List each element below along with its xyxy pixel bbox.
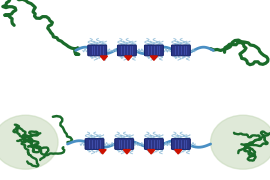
Ellipse shape bbox=[211, 115, 270, 169]
FancyBboxPatch shape bbox=[171, 139, 190, 149]
FancyBboxPatch shape bbox=[115, 139, 134, 149]
FancyBboxPatch shape bbox=[85, 139, 104, 149]
FancyBboxPatch shape bbox=[88, 45, 107, 56]
Polygon shape bbox=[100, 56, 107, 60]
FancyBboxPatch shape bbox=[117, 45, 136, 56]
Polygon shape bbox=[99, 150, 106, 154]
Polygon shape bbox=[123, 150, 130, 154]
Polygon shape bbox=[175, 150, 182, 154]
FancyBboxPatch shape bbox=[171, 45, 190, 56]
Polygon shape bbox=[150, 56, 157, 60]
Polygon shape bbox=[148, 150, 155, 154]
FancyBboxPatch shape bbox=[144, 139, 163, 149]
FancyBboxPatch shape bbox=[144, 45, 163, 56]
Ellipse shape bbox=[0, 115, 58, 169]
Polygon shape bbox=[125, 56, 132, 60]
